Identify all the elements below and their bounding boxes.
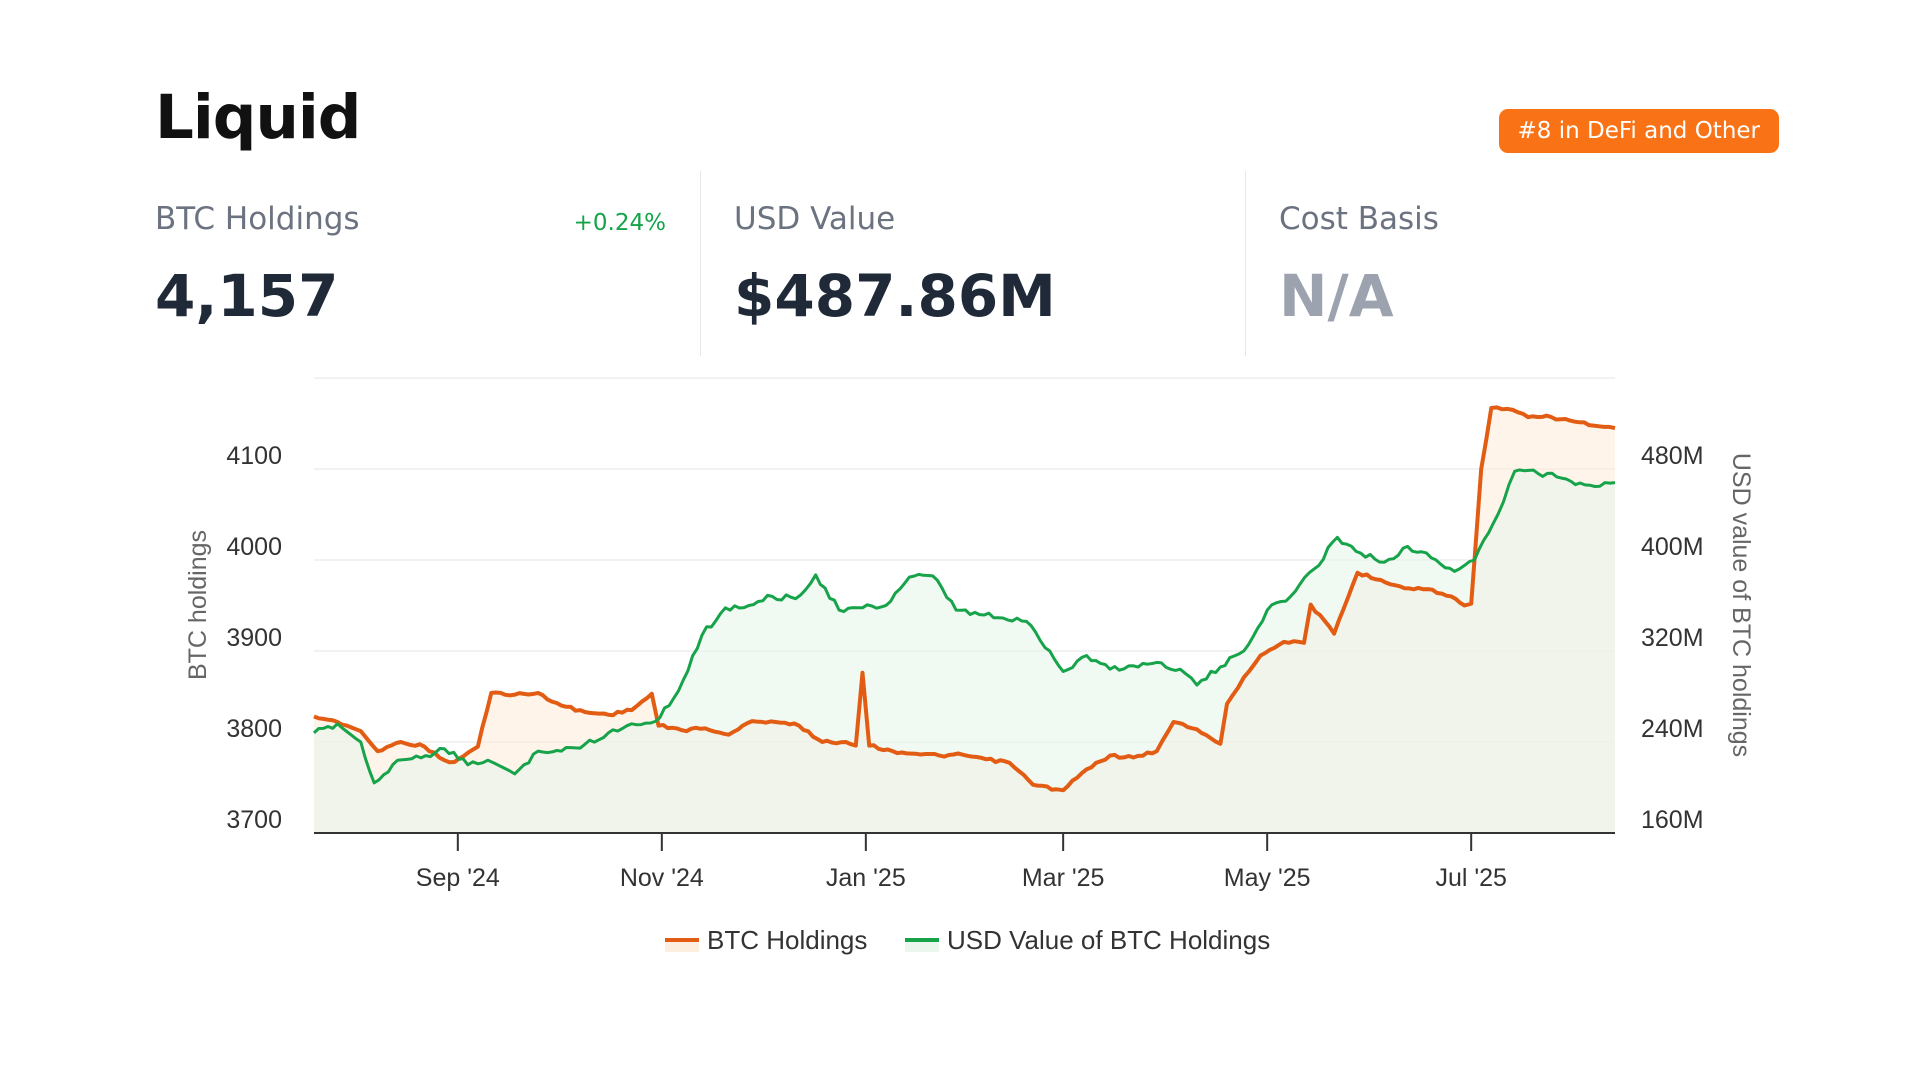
- y-left-tick-label: 3800: [226, 715, 282, 743]
- x-tick-label: Sep '24: [416, 864, 500, 892]
- y-axis-left-title: BTC holdings: [184, 530, 212, 680]
- x-tick-label: Jul '25: [1435, 864, 1506, 892]
- stat-label: Cost Basis: [1279, 201, 1439, 237]
- series-area: [314, 469, 1615, 833]
- y-right-tick-label: 160M: [1641, 806, 1704, 834]
- x-tick-label: Jan '25: [826, 864, 906, 892]
- y-left-tick-label: 3700: [226, 806, 282, 834]
- y-right-tick-label: 320M: [1641, 624, 1704, 652]
- y-right-tick-label: 400M: [1641, 533, 1704, 561]
- legend-swatch-fill: [665, 940, 699, 952]
- stat-value: 4,157: [155, 262, 339, 330]
- holdings-chart: Sep '24 Nov '24 Jan '25 Mar '25 May '25 Jul '…: [184, 377, 1755, 955]
- chart-areas: [314, 407, 1615, 833]
- legend-label: USD Value of BTC Holdings: [947, 925, 1270, 955]
- legend-label: BTC Holdings: [707, 925, 867, 955]
- y-axis-right: 160M 240M 320M 400M 480M: [1641, 442, 1704, 834]
- stat-change: +0.24%: [573, 210, 666, 236]
- stat-value: N/A: [1279, 262, 1394, 330]
- stat-label: BTC Holdings: [155, 201, 360, 237]
- chart-legend: BTC Holdings USD Value of BTC Holdings: [665, 925, 1270, 955]
- stat-btc-holdings: BTC Holdings +0.24% 4,157: [155, 171, 700, 356]
- x-tick-label: Nov '24: [620, 864, 704, 892]
- stat-cost-basis: Cost Basis N/A: [1245, 171, 1780, 356]
- x-tick-label: Mar '25: [1022, 864, 1105, 892]
- series-line: [313, 405, 1616, 793]
- y-left-tick-label: 3900: [226, 624, 282, 652]
- y-axis-right-title: USD value of BTC holdings: [1727, 453, 1755, 757]
- x-axis: Sep '24 Nov '24 Jan '25 Mar '25 May '25 Jul '…: [314, 832, 1615, 892]
- y-left-tick-label: 4100: [226, 442, 282, 470]
- x-tick-label: May '25: [1224, 864, 1311, 892]
- stats-row: BTC Holdings +0.24% 4,157 USD Value $487…: [155, 171, 1780, 356]
- chart-lines: [312, 405, 1616, 793]
- stat-value: $487.86M: [734, 262, 1056, 330]
- legend-swatch-fill: [905, 940, 939, 952]
- y-left-tick-label: 4000: [226, 533, 282, 561]
- stat-label: USD Value: [734, 201, 896, 237]
- y-right-tick-label: 240M: [1641, 715, 1704, 743]
- rank-badge: #8 in DeFi and Other: [1498, 109, 1779, 153]
- page-title: Liquid: [155, 82, 361, 153]
- y-axis-left: 3700 3800 3900 4000 4100: [226, 442, 282, 834]
- y-right-tick-label: 480M: [1641, 442, 1704, 470]
- stat-usd-value: USD Value $487.86M: [700, 171, 1245, 356]
- series-line: [312, 468, 1616, 785]
